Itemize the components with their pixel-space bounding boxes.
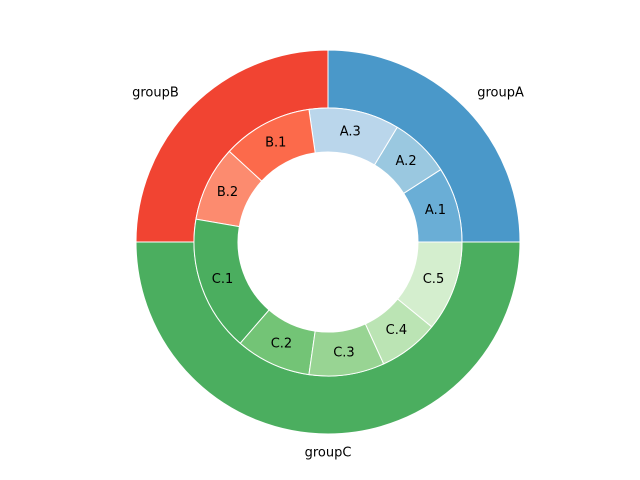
slice-labels: groupA groupB groupC A.1 A.2 A.3 B.1 B.2 C.1 C.2 C… [132,85,524,460]
inner-label-c-4: C.4 [386,323,407,338]
inner-label-c-2: C.2 [271,336,292,351]
outer-label-groupc: groupC [305,446,352,461]
inner-label-c-5: C.5 [423,272,444,287]
outer-ring [135,49,521,435]
inner-label-c-1: C.1 [212,272,233,287]
inner-slice-c-5 [396,241,463,328]
outer-label-groupa: groupA [477,85,524,100]
inner-label-a-2: A.2 [396,154,417,169]
outer-label-groupb: groupB [132,85,179,100]
inner-label-a-1: A.1 [425,203,446,218]
inner-label-c-3: C.3 [333,345,354,360]
inner-ring [193,107,463,377]
inner-label-b-1: B.1 [265,135,286,150]
inner-label-a-3: A.3 [340,125,361,140]
inner-label-b-2: B.2 [217,185,238,200]
